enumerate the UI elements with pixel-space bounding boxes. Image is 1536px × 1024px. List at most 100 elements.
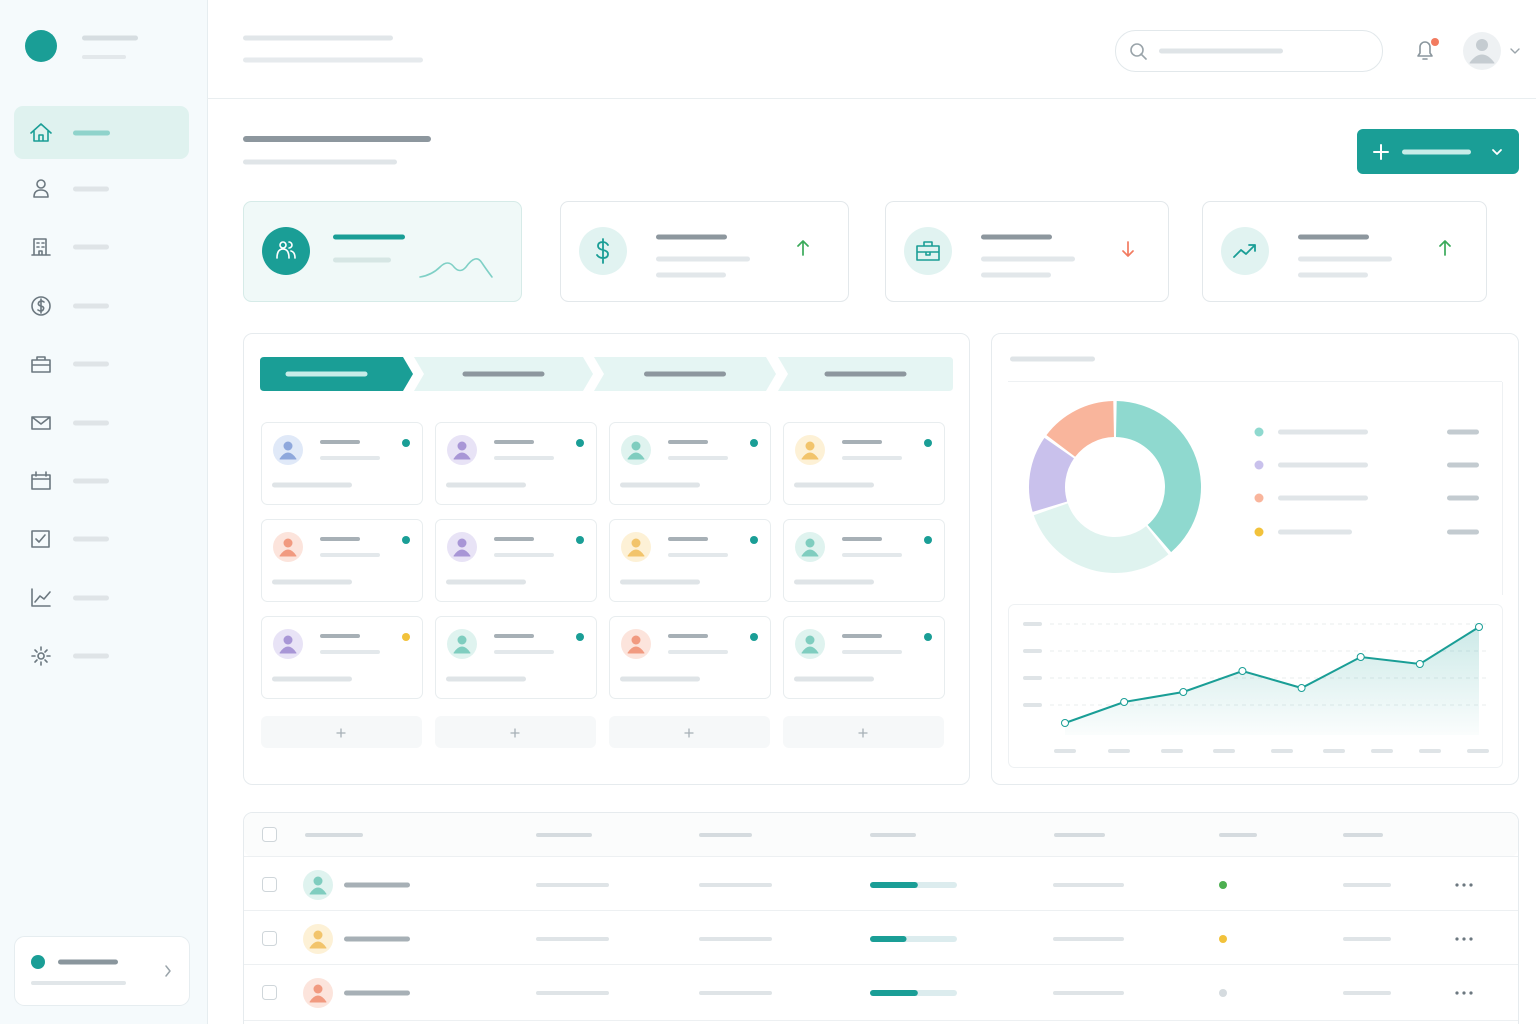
stat-card[interactable]	[243, 201, 522, 302]
placeholder-bar	[981, 272, 1051, 278]
more-button[interactable]	[1450, 877, 1478, 893]
avatar-head	[283, 538, 293, 548]
avatar-body	[309, 995, 327, 1003]
nav-item[interactable]	[14, 280, 189, 332]
trend-arrow	[1439, 240, 1451, 256]
nav-item[interactable]	[14, 455, 189, 507]
nav-item[interactable]	[14, 630, 189, 682]
placeholder-bar	[1371, 749, 1393, 753]
placeholder-bar	[1447, 495, 1479, 501]
placeholder-bar	[1298, 272, 1368, 278]
placeholder-bar	[494, 553, 554, 557]
stat-icon	[1233, 244, 1256, 258]
placeholder-bar	[73, 595, 109, 601]
stat-icon	[916, 241, 940, 261]
line-series	[1064, 626, 1480, 724]
logo	[25, 30, 57, 62]
nav-item[interactable]	[14, 397, 189, 449]
placeholder-bar	[1447, 529, 1479, 535]
placeholder-bar	[320, 440, 360, 444]
avatar-body	[801, 452, 819, 460]
avatar-body	[1469, 54, 1495, 64]
placeholder-bar	[620, 676, 700, 682]
checkbox[interactable]	[262, 931, 277, 946]
legend-dot	[1254, 493, 1264, 503]
placeholder-bar	[794, 579, 874, 585]
placeholder-bar	[272, 676, 352, 682]
stat-card[interactable]	[560, 201, 849, 302]
placeholder-bar	[842, 537, 882, 541]
status-dot	[1219, 989, 1227, 997]
placeholder-bar	[305, 833, 363, 837]
add-icon	[510, 728, 520, 738]
placeholder-bar	[272, 579, 352, 585]
checkbox[interactable]	[262, 985, 277, 1000]
avatar-body	[627, 452, 645, 460]
placeholder-bar	[1343, 883, 1391, 887]
more-dot	[1455, 883, 1459, 887]
avatar-body	[627, 549, 645, 557]
nav-item[interactable]	[14, 572, 189, 624]
placeholder-bar	[494, 634, 534, 638]
nav-icon	[31, 356, 51, 373]
nav-icon	[31, 296, 51, 316]
placeholder-bar	[699, 833, 752, 837]
nav-item[interactable]	[14, 513, 189, 565]
placeholder-bar	[333, 234, 405, 240]
placeholder-bar	[1053, 883, 1124, 887]
checkbox[interactable]	[262, 877, 277, 892]
placeholder-bar	[1271, 749, 1293, 753]
avatar-body	[801, 549, 819, 557]
legend-dot	[1254, 427, 1264, 437]
avatar-head	[1476, 39, 1488, 51]
placeholder-bar	[82, 55, 126, 59]
placeholder-bar	[272, 482, 352, 488]
line-point	[1238, 667, 1247, 675]
add-icon	[858, 728, 868, 738]
status-dot	[750, 439, 758, 447]
nav-item[interactable]	[14, 338, 189, 390]
placeholder-bar	[1343, 937, 1391, 941]
placeholder-bar	[842, 456, 902, 460]
placeholder-bar	[1053, 991, 1124, 995]
placeholder-bar	[668, 440, 708, 444]
nav-item[interactable]	[14, 221, 189, 273]
account-card[interactable]	[14, 936, 190, 1006]
more-dot	[1462, 883, 1466, 887]
placeholder-bar	[1419, 749, 1441, 753]
avatar-body	[453, 646, 471, 654]
status-dot	[750, 536, 758, 544]
placeholder-bar	[1343, 991, 1391, 995]
avatar-head	[631, 538, 641, 548]
more-button[interactable]	[1450, 985, 1478, 1001]
placeholder-bar	[1054, 833, 1105, 837]
more-dot	[1455, 937, 1459, 941]
placeholder-bar	[1054, 749, 1076, 753]
avatar-body	[279, 452, 297, 460]
sparkline	[419, 258, 493, 278]
status-dot	[750, 633, 758, 641]
placeholder-bar	[1053, 937, 1124, 941]
avatar-head	[631, 635, 641, 645]
checkbox[interactable]	[262, 827, 277, 842]
placeholder-bar	[73, 303, 109, 309]
placeholder-bar	[333, 257, 391, 263]
placeholder-bar	[668, 456, 728, 460]
line-point	[1120, 698, 1129, 706]
stat-card[interactable]	[885, 201, 1169, 302]
placeholder-bar	[842, 440, 882, 444]
nav-icon	[31, 646, 51, 666]
avatar-head	[283, 635, 293, 645]
status-dot	[924, 633, 932, 641]
donut-segment	[1033, 503, 1169, 573]
nav-item[interactable]	[14, 163, 189, 215]
placeholder-bar	[644, 371, 726, 377]
placeholder-bar	[794, 676, 874, 682]
placeholder-bar	[1159, 48, 1283, 54]
nav-icon	[31, 416, 51, 430]
placeholder-bar	[320, 456, 380, 460]
placeholder-bar	[536, 833, 592, 837]
stat-card[interactable]	[1202, 201, 1487, 302]
more-button[interactable]	[1450, 931, 1478, 947]
placeholder-bar	[1023, 622, 1042, 626]
